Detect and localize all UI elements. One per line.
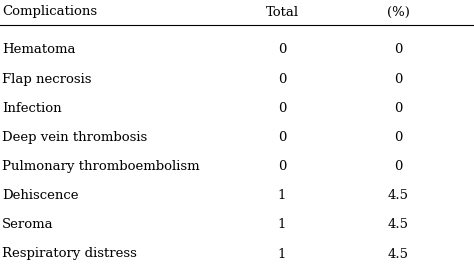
Text: 4.5: 4.5 bbox=[388, 247, 409, 260]
Text: 1: 1 bbox=[278, 189, 286, 202]
Text: Complications: Complications bbox=[2, 5, 98, 19]
Text: 0: 0 bbox=[394, 44, 402, 56]
Text: Dehiscence: Dehiscence bbox=[2, 189, 79, 202]
Text: Total: Total bbox=[265, 5, 299, 19]
Text: (%): (%) bbox=[387, 5, 410, 19]
Text: Pulmonary thromboembolism: Pulmonary thromboembolism bbox=[2, 160, 200, 173]
Text: Flap necrosis: Flap necrosis bbox=[2, 73, 92, 86]
Text: 0: 0 bbox=[278, 73, 286, 86]
Text: 4.5: 4.5 bbox=[388, 218, 409, 231]
Text: 0: 0 bbox=[278, 160, 286, 173]
Text: Deep vein thrombosis: Deep vein thrombosis bbox=[2, 131, 147, 144]
Text: 0: 0 bbox=[278, 102, 286, 115]
Text: Infection: Infection bbox=[2, 102, 62, 115]
Text: 0: 0 bbox=[394, 73, 402, 86]
Text: 1: 1 bbox=[278, 218, 286, 231]
Text: 0: 0 bbox=[394, 160, 402, 173]
Text: 0: 0 bbox=[394, 131, 402, 144]
Text: Respiratory distress: Respiratory distress bbox=[2, 247, 137, 260]
Text: 0: 0 bbox=[278, 44, 286, 56]
Text: Hematoma: Hematoma bbox=[2, 44, 76, 56]
Text: 1: 1 bbox=[278, 247, 286, 260]
Text: 0: 0 bbox=[278, 131, 286, 144]
Text: 0: 0 bbox=[394, 102, 402, 115]
Text: 4.5: 4.5 bbox=[388, 189, 409, 202]
Text: Seroma: Seroma bbox=[2, 218, 54, 231]
